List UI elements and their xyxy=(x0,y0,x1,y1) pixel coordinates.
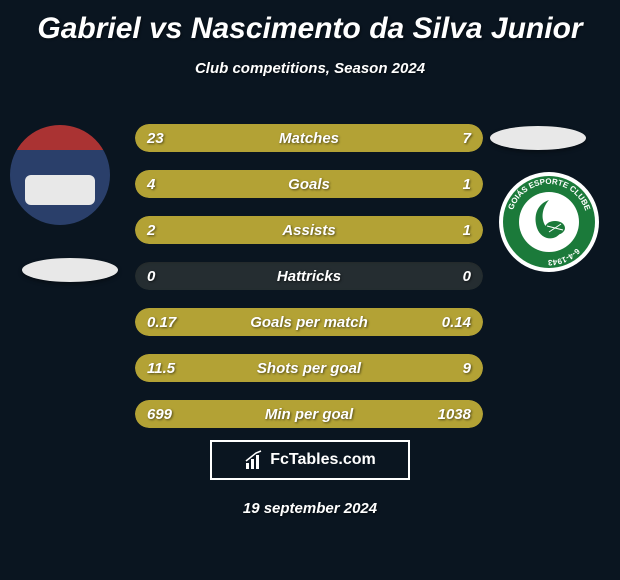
bar-right xyxy=(413,170,483,198)
date-text: 19 september 2024 xyxy=(0,500,620,517)
stat-value-right: 0 xyxy=(463,262,471,290)
stats-area: 237Matches41Goals21Assists00Hattricks0.1… xyxy=(135,124,483,446)
stat-value-left: 2 xyxy=(147,216,155,244)
stat-value-left: 11.5 xyxy=(147,354,175,382)
club-crest-right: GOIÁS ESPORTE CLUBE 6-4-1943 xyxy=(497,170,601,274)
stat-value-right: 1 xyxy=(463,216,471,244)
bar-right xyxy=(330,354,483,382)
player-photo-left xyxy=(10,125,110,225)
stat-row: 41Goals xyxy=(135,170,483,198)
stat-value-right: 1 xyxy=(463,170,471,198)
stat-row: 237Matches xyxy=(135,124,483,152)
stat-value-right: 0.14 xyxy=(442,308,471,336)
stat-value-left: 0.17 xyxy=(147,308,176,336)
stat-row: 0.170.14Goals per match xyxy=(135,308,483,336)
stat-value-right: 9 xyxy=(463,354,471,382)
bar-left xyxy=(135,124,403,152)
shadow-right xyxy=(490,126,586,150)
chart-icon xyxy=(244,449,266,471)
subtitle: Club competitions, Season 2024 xyxy=(0,60,620,77)
stat-row: 21Assists xyxy=(135,216,483,244)
stat-row: 00Hattricks xyxy=(135,262,483,290)
stat-value-right: 7 xyxy=(463,124,471,152)
stat-row: 6991038Min per goal xyxy=(135,400,483,428)
bar-left xyxy=(135,216,368,244)
fctables-logo: FcTables.com xyxy=(210,440,410,480)
stat-value-left: 0 xyxy=(147,262,155,290)
logo-text: FcTables.com xyxy=(270,451,376,469)
stat-row: 11.59Shots per goal xyxy=(135,354,483,382)
stat-value-left: 4 xyxy=(147,170,155,198)
bar-left xyxy=(135,170,413,198)
stat-value-left: 699 xyxy=(147,400,172,428)
shadow-left xyxy=(22,258,118,282)
page-title: Gabriel vs Nascimento da Silva Junior xyxy=(0,0,620,46)
stat-value-right: 1038 xyxy=(438,400,471,428)
stat-value-left: 23 xyxy=(147,124,164,152)
